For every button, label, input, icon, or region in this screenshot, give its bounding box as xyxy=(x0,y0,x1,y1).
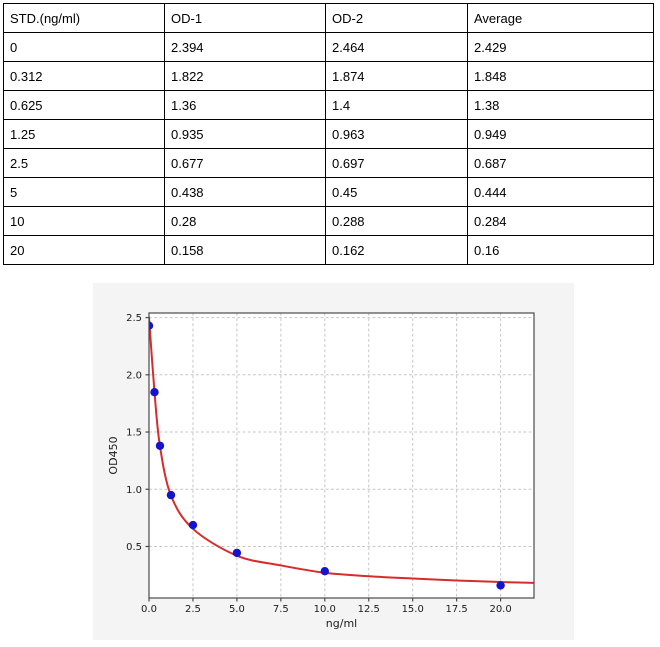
table-cell: 0.677 xyxy=(164,148,326,178)
table-cell: 0.162 xyxy=(325,235,468,265)
table-cell: 5 xyxy=(3,177,165,207)
table-cell: 0.935 xyxy=(164,119,326,149)
x-tick-label: 7.5 xyxy=(273,604,289,615)
table-row: 0.312 1.822 1.874 1.848 xyxy=(3,61,654,91)
table-row: 5 0.438 0.45 0.444 xyxy=(3,177,654,207)
x-tick-label: 10.0 xyxy=(314,604,336,615)
table-cell: 0.438 xyxy=(164,177,326,207)
table-cell: 0.444 xyxy=(467,177,654,207)
table-cell: 2.394 xyxy=(164,32,326,62)
table-cell: 1.848 xyxy=(467,61,654,91)
table-cell: 1.4 xyxy=(325,90,468,120)
data-point xyxy=(149,321,154,330)
column-header-std-ng-ml: STD.(ng/ml) xyxy=(3,3,165,33)
table-cell: 0.16 xyxy=(467,235,654,265)
table-cell: 0.288 xyxy=(325,206,468,236)
x-tick-label: 20.0 xyxy=(489,604,511,615)
column-header-od-1: OD-1 xyxy=(164,3,326,33)
table-row: 10 0.28 0.288 0.284 xyxy=(3,206,654,236)
x-tick-label: 5.0 xyxy=(229,604,245,615)
table-row: 2.5 0.677 0.697 0.687 xyxy=(3,148,654,178)
y-tick-label: 1.5 xyxy=(126,428,142,439)
table-header-row: STD.(ng/ml) OD-1 OD-2 Average xyxy=(3,3,654,33)
data-point xyxy=(166,490,176,500)
x-tick-label: 2.5 xyxy=(185,604,201,615)
data-point xyxy=(320,567,329,576)
table-cell: 0.625 xyxy=(3,90,165,120)
data-point xyxy=(150,388,159,397)
x-axis-label: ng/ml xyxy=(326,617,357,630)
table-cell: 0.45 xyxy=(325,177,468,207)
standards-table: STD.(ng/ml) OD-1 OD-2 Average 0 2.394 2.464 2.… xyxy=(3,3,654,265)
column-header-average: Average xyxy=(467,3,654,33)
table-cell: 0 xyxy=(3,32,165,62)
table-cell: 1.25 xyxy=(3,119,165,149)
table-cell: 2.5 xyxy=(3,148,165,178)
data-point xyxy=(155,441,165,450)
table-cell: 0.158 xyxy=(164,235,326,265)
table-row: 1.25 0.935 0.963 0.949 xyxy=(3,119,654,149)
y-axis-label: OD450 xyxy=(107,436,120,474)
table-cell: 0.28 xyxy=(164,206,326,236)
standard-curve-figure: 0.0 2.5 5.0 7.5 10.0 12.5 15.0 17.5 20.0 0.5 1.0 1.… xyxy=(93,283,574,640)
data-point xyxy=(232,548,242,558)
table-cell: 1.874 xyxy=(325,61,468,91)
data-points xyxy=(149,321,505,590)
table-row: 20 0.158 0.162 0.16 xyxy=(3,235,654,265)
y-tick-label: 0.5 xyxy=(126,542,142,553)
standard-curve-chart: 0.0 2.5 5.0 7.5 10.0 12.5 15.0 17.5 20.0 0.5 1.0 1.… xyxy=(93,283,574,640)
data-point xyxy=(496,581,505,590)
table-cell: 2.464 xyxy=(325,32,468,62)
plot-border xyxy=(148,312,535,599)
y-tick-label: 2.5 xyxy=(126,313,142,324)
table-cell: 1.38 xyxy=(467,90,654,120)
table-cell: 20 xyxy=(3,235,165,265)
table-cell: 0.949 xyxy=(467,119,654,149)
table-row: 0.625 1.36 1.4 1.38 xyxy=(3,90,654,120)
plot-area xyxy=(149,313,534,598)
x-tick-label: 12.5 xyxy=(358,604,380,615)
table-cell: 1.822 xyxy=(164,61,326,91)
column-header-od-2: OD-2 xyxy=(325,3,468,33)
table-cell: 0.697 xyxy=(325,148,468,178)
y-tick-label: 2.0 xyxy=(126,370,142,381)
x-tick-label: 17.5 xyxy=(446,604,468,615)
table-cell: 0.687 xyxy=(467,148,654,178)
x-tick-label: 0.0 xyxy=(141,604,157,615)
data-point xyxy=(188,520,198,530)
table-row: 0 2.394 2.464 2.429 xyxy=(3,32,654,62)
y-tick-label: 1.0 xyxy=(126,485,142,496)
table-cell: 0.284 xyxy=(467,206,654,236)
table-cell: 0.312 xyxy=(3,61,165,91)
x-tick-label: 15.0 xyxy=(402,604,424,615)
table-cell: 2.429 xyxy=(467,32,654,62)
table-cell: 0.963 xyxy=(325,119,468,149)
table-cell: 10 xyxy=(3,206,165,236)
table-cell: 1.36 xyxy=(164,90,326,120)
